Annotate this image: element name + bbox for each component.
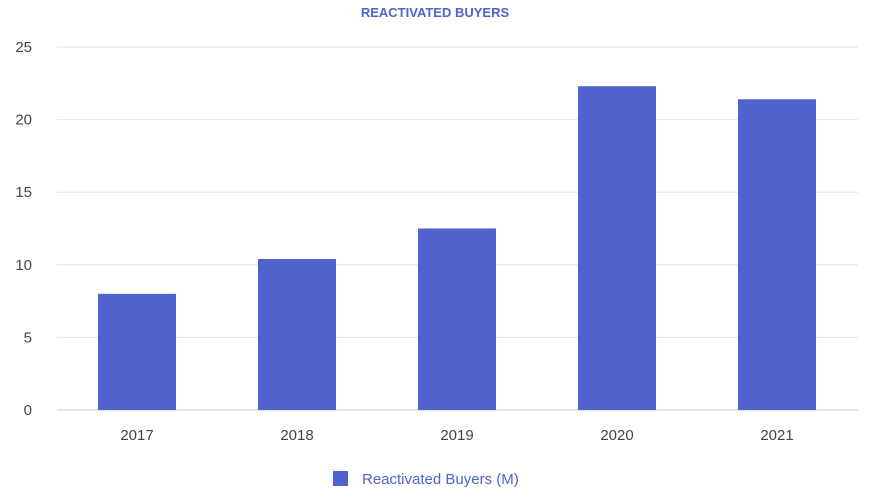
y-tick-label: 15 <box>15 184 32 201</box>
bar-2019[interactable] <box>418 228 496 411</box>
legend-label: Reactivated Buyers (M) <box>362 471 519 488</box>
x-tick-label: 2020 <box>600 427 633 444</box>
bar-2020[interactable] <box>578 86 656 410</box>
bars <box>98 86 816 410</box>
y-tick-label: 20 <box>15 112 32 129</box>
y-tick-label: 25 <box>15 39 32 56</box>
x-tick-label: 2019 <box>440 427 473 444</box>
x-tick-label: 2017 <box>120 427 153 444</box>
x-axis-tick-labels: 2017 2018 2019 2020 2021 <box>120 427 793 444</box>
y-tick-label: 0 <box>24 402 32 419</box>
x-tick-label: 2018 <box>280 427 313 444</box>
y-axis-tick-labels: 0 5 10 15 20 25 <box>15 39 32 419</box>
bar-2018[interactable] <box>258 258 336 410</box>
bar-2021[interactable] <box>738 99 816 410</box>
bar-2017[interactable] <box>98 293 176 410</box>
chart-title: REACTIVATED BUYERS <box>361 5 510 20</box>
legend-swatch <box>333 471 348 486</box>
x-tick-label: 2021 <box>760 427 793 444</box>
legend[interactable]: Reactivated Buyers (M) <box>333 471 519 488</box>
y-tick-label: 5 <box>24 329 32 346</box>
y-tick-label: 10 <box>15 257 32 274</box>
